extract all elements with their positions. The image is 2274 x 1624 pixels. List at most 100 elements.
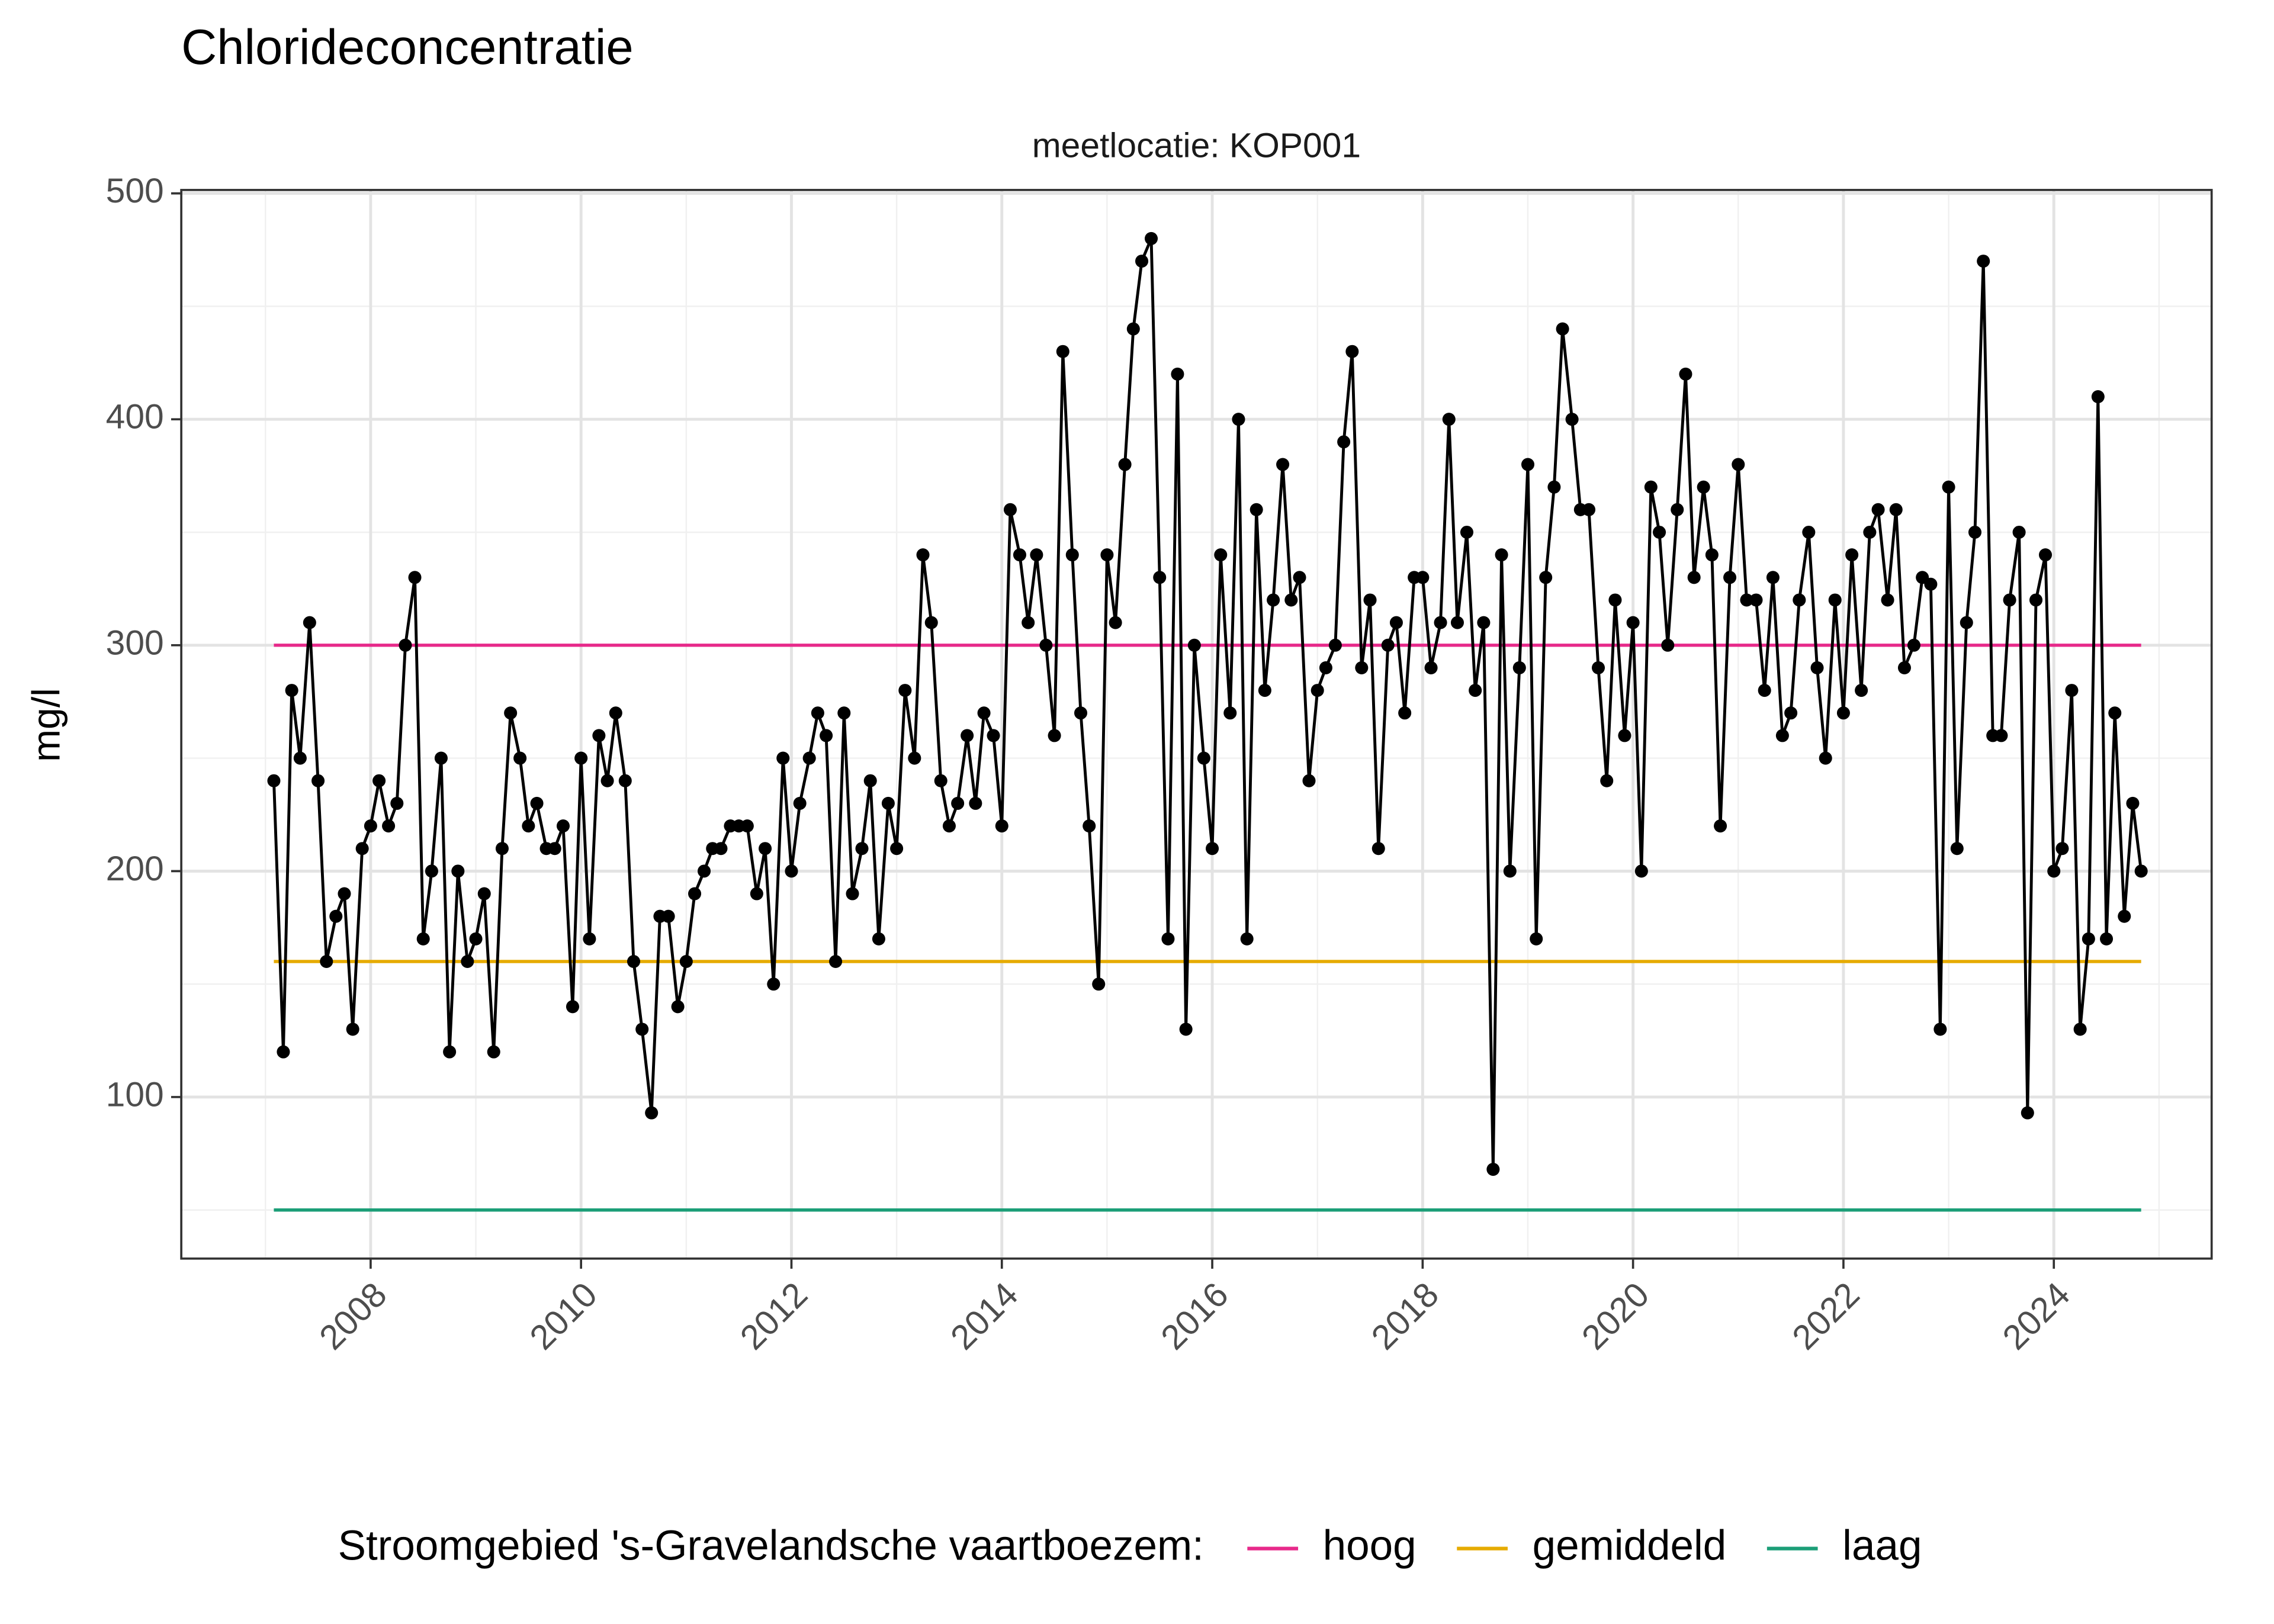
data-point (1092, 977, 1106, 991)
data-point (1924, 577, 1938, 591)
data-point (1933, 1022, 1947, 1036)
data-point (277, 1045, 290, 1059)
data-point (1486, 1163, 1500, 1176)
data-point (1276, 458, 1290, 471)
data-point (1381, 638, 1395, 652)
data-point (364, 819, 377, 833)
data-point (785, 864, 798, 878)
data-point (1749, 593, 1763, 607)
data-point (829, 954, 843, 969)
data-point (1240, 932, 1254, 946)
data-point (513, 751, 527, 765)
y-tick-label: 200 (106, 850, 164, 888)
data-point (408, 571, 422, 584)
data-point (1171, 367, 1184, 381)
data-point (1179, 1022, 1193, 1036)
data-point (2012, 525, 2026, 539)
data-point (837, 706, 851, 720)
data-point (1521, 458, 1535, 471)
legend: Stroomgebied 's-Gravelandsche vaartboeze… (338, 1522, 1922, 1569)
data-point (942, 819, 956, 833)
data-point (320, 954, 333, 969)
data-point (1855, 684, 1868, 697)
data-point (2029, 593, 2043, 607)
data-point (293, 751, 307, 765)
data-point (1950, 842, 1964, 856)
data-point (1206, 842, 1219, 856)
data-point (1022, 616, 1035, 629)
data-point (548, 842, 561, 856)
data-point (759, 842, 772, 856)
data-point (2100, 932, 2114, 946)
data-point (1897, 661, 1911, 674)
data-point (1881, 593, 1894, 607)
data-point (1144, 231, 1158, 245)
data-point (811, 706, 824, 720)
data-point (1863, 525, 1877, 539)
data-point (556, 819, 570, 833)
data-point (898, 684, 912, 697)
data-point (592, 729, 606, 742)
data-point (1363, 593, 1377, 607)
data-point (2108, 706, 2122, 720)
data-point (1714, 819, 1727, 833)
data-point (1434, 616, 1447, 629)
data-point (2003, 593, 2016, 607)
data-point (1424, 661, 1438, 674)
data-point (890, 842, 904, 856)
y-tick-label: 400 (106, 398, 164, 436)
data-point (1539, 571, 1553, 584)
data-point (434, 751, 448, 765)
data-point (1126, 322, 1140, 336)
data-point (416, 932, 430, 946)
data-point (846, 887, 859, 901)
data-point (267, 774, 281, 787)
data-point (1766, 571, 1780, 584)
data-point (469, 932, 483, 946)
data-point (1056, 345, 1069, 358)
data-point (679, 954, 693, 969)
facet-label: meetlocatie: KOP001 (1032, 126, 1361, 165)
data-point (1994, 729, 2008, 742)
data-point (1582, 503, 1596, 516)
data-point (1258, 684, 1271, 697)
data-point (698, 864, 711, 878)
data-point (609, 706, 622, 720)
data-point (477, 887, 491, 901)
data-point (303, 616, 316, 629)
data-point (793, 796, 807, 810)
data-point (1013, 548, 1026, 562)
data-point (1661, 638, 1675, 652)
data-point (977, 706, 991, 720)
data-point (1687, 571, 1701, 584)
data-point (802, 751, 816, 765)
data-point (1495, 548, 1508, 562)
data-point (1214, 548, 1228, 562)
data-point (1907, 638, 1920, 652)
plot-area (267, 231, 2148, 1212)
data-point (1942, 480, 1955, 494)
data-point (1547, 480, 1561, 494)
data-point (995, 819, 1008, 833)
data-point (461, 954, 474, 969)
data-point (1740, 593, 1753, 607)
data-point (1977, 255, 1990, 268)
data-point (1810, 661, 1824, 674)
data-point (872, 932, 885, 946)
data-point (504, 706, 518, 720)
data-point (399, 638, 412, 652)
data-point (1705, 548, 1719, 562)
data-point (627, 954, 641, 969)
data-point (1187, 638, 1201, 652)
data-point (2118, 909, 2131, 923)
data-point (934, 774, 948, 787)
data-point (1871, 503, 1885, 516)
data-point (1100, 548, 1114, 562)
data-point (1460, 525, 1473, 539)
y-tick-label: 500 (106, 172, 164, 210)
data-point (2047, 864, 2061, 878)
data-point (1135, 255, 1149, 268)
data-point (1960, 616, 1973, 629)
data-point (2038, 548, 2053, 562)
